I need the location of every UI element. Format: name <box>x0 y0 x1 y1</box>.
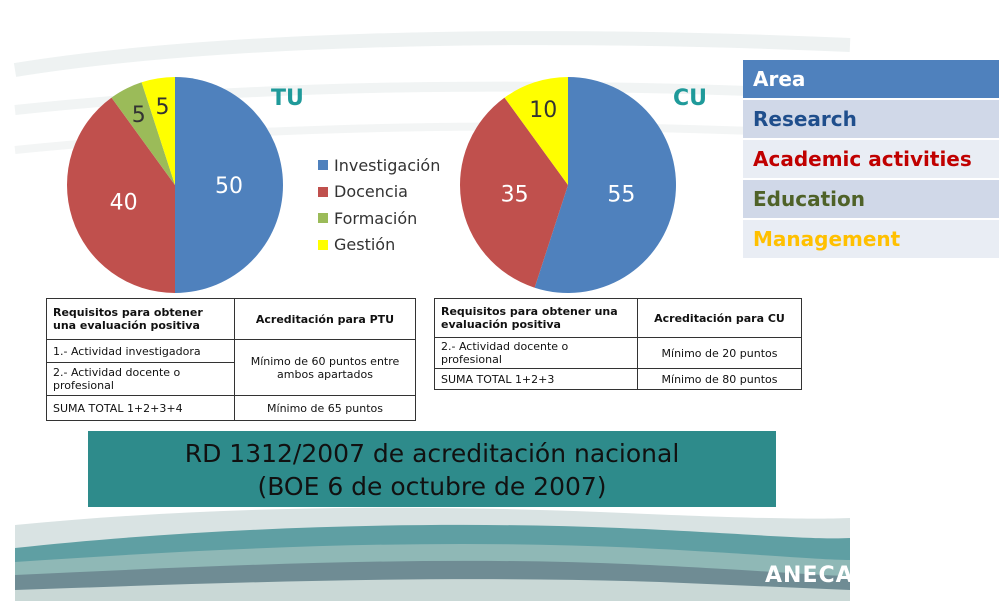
data-label: 5 <box>155 95 169 120</box>
legend-item-docencia: Docencia <box>318 179 440 206</box>
table-cell-req: 2.- Actividad docente o profesional <box>434 337 638 369</box>
pie-slice-investigación <box>534 77 676 293</box>
table-row: SUMA TOTAL 1+2+3 Mínimo de 80 puntos <box>434 368 802 390</box>
pie-slice-docencia <box>459 97 568 288</box>
legend-swatch <box>318 239 328 250</box>
legend-swatch <box>318 160 328 171</box>
table-cell-acc: Mínimo de 20 puntos <box>637 337 802 369</box>
pie-slice-gestión <box>504 77 568 185</box>
legend-label: Investigación <box>334 155 441 175</box>
area-row-education: Education <box>743 180 999 220</box>
area-row-research: Research <box>743 100 999 140</box>
banner-line-1: RD 1312/2007 de acreditación nacional <box>184 439 680 468</box>
legend-item-formacion: Formación <box>318 205 440 232</box>
table-header-row: Requisitos para obtener una evaluación p… <box>46 298 416 340</box>
pie-chart-cu: 55 35 10 <box>459 77 676 293</box>
table-cell-req: 2.- Actividad docente o profesional <box>46 362 235 396</box>
pie-slice-docencia <box>67 97 175 294</box>
table-header-req: Requisitos para obtener una evaluación p… <box>46 298 235 340</box>
pie-title-cu: CU <box>673 86 708 111</box>
table-cell-req: SUMA TOTAL 1+2+3+4 <box>46 395 235 421</box>
table-header-acc: Acreditación para PTU <box>234 298 416 340</box>
pie-slice-formación <box>111 82 175 185</box>
table-cell-acc: Mínimo de 80 puntos <box>637 368 802 390</box>
area-panel: Area Research Academic activities Educat… <box>743 60 999 260</box>
legend-label: Gestión <box>334 235 396 255</box>
pie-slice-gestión <box>141 77 175 185</box>
requirements-table-ptu: Requisitos para obtener una evaluación p… <box>46 298 416 421</box>
table-row: 2.- Actividad docente o profesional Míni… <box>434 337 802 369</box>
data-label: 50 <box>215 174 243 199</box>
pie-title-tu: TU <box>271 86 304 111</box>
table-cell-acc-merged: Mínimo de 60 puntos entre ambos apartado… <box>234 339 416 396</box>
table-cell-acc: Mínimo de 65 puntos <box>234 395 416 421</box>
legend-label: Docencia <box>334 182 408 202</box>
pie-slice-investigación <box>175 77 283 293</box>
legend-swatch <box>318 186 328 197</box>
pie-legend: Investigación Docencia Formación Gestión <box>318 152 440 258</box>
area-row-management: Management <box>743 220 999 260</box>
data-label: 5 <box>132 103 146 128</box>
area-row-academic: Academic activities <box>743 140 999 180</box>
legend-label: Formación <box>334 208 418 228</box>
data-label: 35 <box>501 182 529 207</box>
data-label: 40 <box>110 191 138 216</box>
requirements-table-cu: Requisitos para obtener una evaluación p… <box>434 298 802 390</box>
legend-item-investigacion: Investigación <box>318 152 440 179</box>
banner-line-2: (BOE 6 de octubre de 2007) <box>257 472 607 501</box>
table-header-req: Requisitos para obtener una evaluación p… <box>434 298 638 338</box>
legend-swatch <box>318 213 328 224</box>
table-cell-req: SUMA TOTAL 1+2+3 <box>434 368 638 390</box>
table-cell-req: 1.- Actividad investigadora <box>46 339 235 363</box>
table-header-row: Requisitos para obtener una evaluación p… <box>434 298 802 338</box>
table-header-acc: Acreditación para CU <box>637 298 802 338</box>
table-row: 1.- Actividad investigadora Mínimo de 60… <box>46 339 416 396</box>
legend-item-gestion: Gestión <box>318 232 440 259</box>
aneca-logo: ANECA <box>765 563 854 588</box>
data-label: 10 <box>529 98 557 123</box>
area-header: Area <box>743 60 999 100</box>
table-row: SUMA TOTAL 1+2+3+4 Mínimo de 65 puntos <box>46 395 416 421</box>
pie-chart-tu: 50 40 5 5 <box>67 77 283 294</box>
decree-banner: RD 1312/2007 de acreditación nacional (B… <box>88 431 776 507</box>
data-label: 55 <box>607 182 635 207</box>
